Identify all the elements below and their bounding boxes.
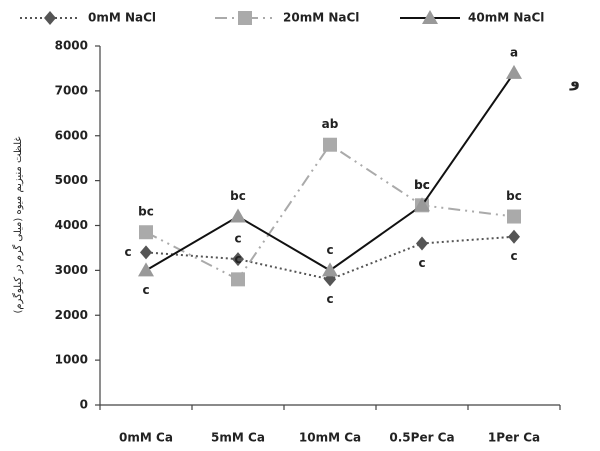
marker (238, 11, 252, 25)
note: و (569, 72, 580, 91)
marker (507, 209, 521, 224)
data-label: ab (322, 117, 339, 131)
marker (414, 197, 430, 212)
marker (508, 229, 520, 244)
x-tick-label: 1Per Ca (488, 431, 540, 445)
series-line (145, 143, 515, 281)
y-tick-label: 3000 (55, 263, 88, 277)
marker (230, 208, 246, 223)
x-tick-label: 5mM Ca (211, 431, 265, 445)
y-axis-label: غلظت منیزیم میوه (میلی گرم در کیلوگرم) (12, 136, 24, 313)
series-line (145, 72, 515, 272)
marker (232, 252, 244, 267)
data-label: c (234, 232, 241, 246)
y-tick-label: 4000 (55, 218, 88, 232)
data-label: c (326, 292, 333, 306)
data-label: bc (506, 189, 522, 203)
x-tick-label: 0mM Ca (119, 431, 173, 445)
data-label: bc (230, 189, 246, 203)
marker (416, 236, 428, 251)
legend-label: 0mM NaCl (88, 11, 156, 25)
data-label: c (326, 243, 333, 257)
marker (44, 11, 56, 25)
marker (139, 225, 153, 240)
y-tick-label: 7000 (55, 83, 88, 97)
legend-label: 40mM NaCl (468, 11, 544, 25)
data-label: bc (138, 205, 154, 219)
marker (140, 245, 152, 260)
marker (323, 137, 337, 152)
y-tick-label: 6000 (55, 128, 88, 142)
x-tick-label: 10mM Ca (299, 431, 361, 445)
data-label: a (510, 45, 518, 59)
y-tick-label: 8000 (55, 39, 88, 53)
y-tick-label: 2000 (55, 308, 88, 322)
data-label: c (124, 245, 131, 259)
marker (322, 262, 338, 277)
marker (506, 64, 522, 79)
data-label: c (142, 283, 149, 297)
marker (422, 10, 438, 24)
data-label: bc (414, 178, 430, 192)
x-tick-label: 0.5Per Ca (389, 431, 454, 445)
y-tick-label: 1000 (55, 353, 88, 367)
y-tick-label: 0 (80, 398, 88, 412)
data-label: bc (414, 178, 430, 192)
data-label: c (234, 252, 241, 266)
marker (231, 272, 245, 287)
y-tick-label: 5000 (55, 173, 88, 187)
data-label: c (418, 256, 425, 270)
legend-label: 20mM NaCl (283, 11, 359, 25)
marker (138, 262, 154, 277)
data-label: c (510, 249, 517, 263)
